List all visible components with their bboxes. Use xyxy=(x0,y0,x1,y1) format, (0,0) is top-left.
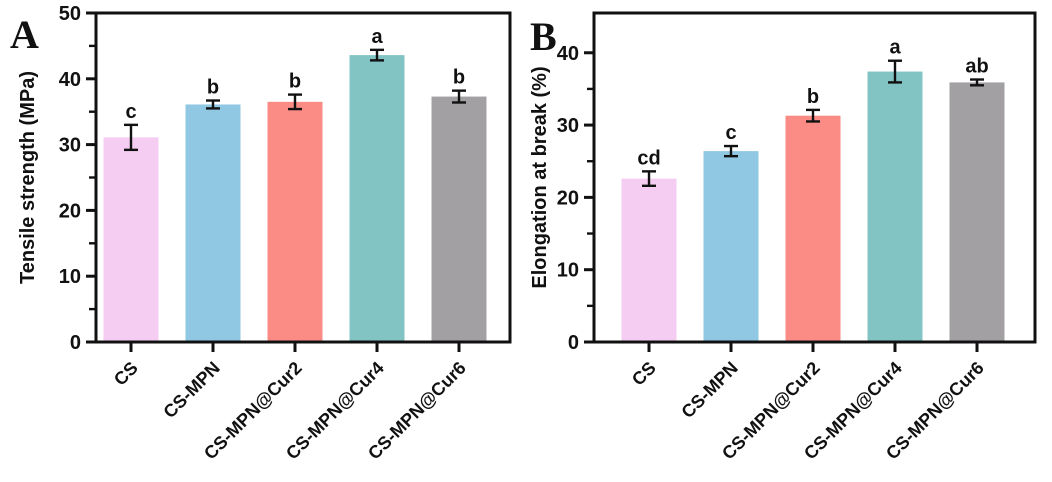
bar-CS-MPN xyxy=(703,151,759,342)
x-tick-label-CS: CS xyxy=(110,358,142,390)
bar-CS xyxy=(621,178,677,342)
y-tick-label: 20 xyxy=(557,187,579,209)
bar-CS-MPN@Cur2 xyxy=(785,115,841,342)
error-bar-CS-MPN@Cur4 xyxy=(888,59,902,84)
plot-frame xyxy=(592,11,1037,344)
sig-letter-CS-MPN@Cur6: ab xyxy=(965,56,988,78)
error-bar-CS-MPN xyxy=(206,99,220,110)
bar-CS-MPN@Cur2 xyxy=(267,101,323,342)
y-tick-label: 40 xyxy=(59,69,81,91)
panel-label-A: A xyxy=(10,12,39,57)
bar-CS-MPN@Cur4 xyxy=(349,55,405,342)
sig-letter-CS-MPN: c xyxy=(725,122,736,144)
bar-CS-MPN@Cur6 xyxy=(431,96,487,342)
y-tick-label: 50 xyxy=(59,3,81,25)
bar-CS-MPN xyxy=(185,104,241,342)
y-tick-label: 10 xyxy=(59,266,81,288)
error-bar-CS-MPN@Cur2 xyxy=(288,93,302,111)
error-bar-CS-MPN@Cur6 xyxy=(970,78,984,87)
bar-CS-MPN@Cur4 xyxy=(867,71,923,343)
error-bar-CS-MPN@Cur2 xyxy=(806,108,820,123)
bar-CS-MPN@Cur6 xyxy=(949,82,1005,343)
sig-letter-CS: cd xyxy=(637,147,660,169)
plot-frame xyxy=(94,11,512,344)
y-tick-label: 30 xyxy=(59,135,81,157)
sig-letter-CS-MPN@Cur4: a xyxy=(889,37,901,59)
y-tick-label: 20 xyxy=(59,200,81,222)
sig-letter-CS: c xyxy=(125,101,136,123)
y-axis-title: Tensile strength (MPa) xyxy=(17,71,39,284)
y-axis-title: Elongation at break (%) xyxy=(529,66,551,288)
error-bar-CS-MPN xyxy=(724,144,738,158)
bar-CS xyxy=(103,137,159,342)
y-tick-label: 40 xyxy=(557,43,579,65)
x-tick-label-CS-MPN: CS-MPN xyxy=(677,358,741,422)
y-tick-label: 10 xyxy=(557,260,579,282)
error-bar-CS-MPN@Cur4 xyxy=(370,48,384,62)
panel-label-B: B xyxy=(530,14,557,59)
x-tick-label-CS-MPN: CS-MPN xyxy=(159,358,223,422)
sig-letter-CS-MPN@Cur6: b xyxy=(453,67,465,89)
sig-letter-CS-MPN@Cur2: b xyxy=(807,86,819,108)
x-tick-label-CS: CS xyxy=(628,358,660,390)
sig-letter-CS-MPN@Cur4: a xyxy=(371,26,383,48)
error-bar-CS xyxy=(124,123,138,152)
sig-letter-CS-MPN: b xyxy=(207,77,219,99)
error-bar-CS-MPN@Cur6 xyxy=(452,89,466,104)
y-tick-label: 30 xyxy=(557,115,579,137)
error-bar-CS xyxy=(642,170,656,188)
y-tick-label: 0 xyxy=(568,332,579,354)
sig-letter-CS-MPN@Cur2: b xyxy=(289,71,301,93)
y-tick-label: 0 xyxy=(70,332,81,354)
